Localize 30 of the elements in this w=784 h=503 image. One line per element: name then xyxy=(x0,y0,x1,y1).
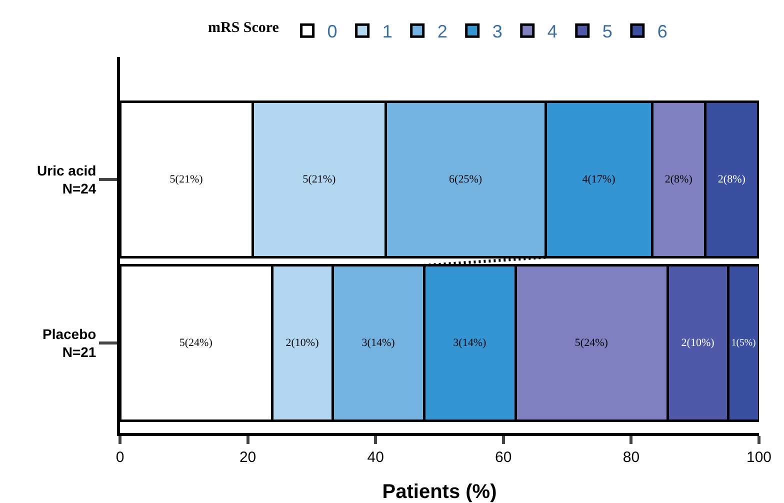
data-label: 2(10%) xyxy=(681,337,715,350)
legend-label: 1 xyxy=(382,22,392,42)
legend-label: 3 xyxy=(492,22,502,42)
x-tick-label: 80 xyxy=(622,449,640,466)
data-label: 4(17%) xyxy=(582,174,616,186)
x-tick-label: 40 xyxy=(367,449,384,466)
legend-label: 5 xyxy=(602,22,612,42)
data-label: 1(5%) xyxy=(731,338,756,349)
x-tick-label: 60 xyxy=(495,449,512,466)
legend-label: 6 xyxy=(657,22,668,42)
data-label: 2(8%) xyxy=(718,174,746,186)
data-label: 5(24%) xyxy=(179,337,213,350)
x-tick-label: 0 xyxy=(116,449,124,466)
x-axis-title: Patients (%) xyxy=(382,481,497,503)
data-label: 6(25%) xyxy=(449,174,482,186)
data-label: 5(21%) xyxy=(170,174,204,186)
x-tick-label: 20 xyxy=(239,449,256,466)
legend-label: 4 xyxy=(547,22,558,42)
data-label: 3(14%) xyxy=(453,337,487,350)
data-label: 2(8%) xyxy=(664,174,693,186)
data-label: 3(14%) xyxy=(362,337,396,350)
data-label: 2(10%) xyxy=(286,337,320,350)
legend-label: 2 xyxy=(437,22,448,42)
y-tick-label: Uric acid N=24 xyxy=(37,162,96,197)
data-label: 5(21%) xyxy=(302,174,336,186)
x-tick-label: 100 xyxy=(746,449,772,466)
data-label: 5(24%) xyxy=(574,337,608,350)
legend-label: 0 xyxy=(327,22,338,42)
legend-title: mRS Score xyxy=(208,20,280,36)
y-tick-label: Placebo N=21 xyxy=(42,326,96,360)
